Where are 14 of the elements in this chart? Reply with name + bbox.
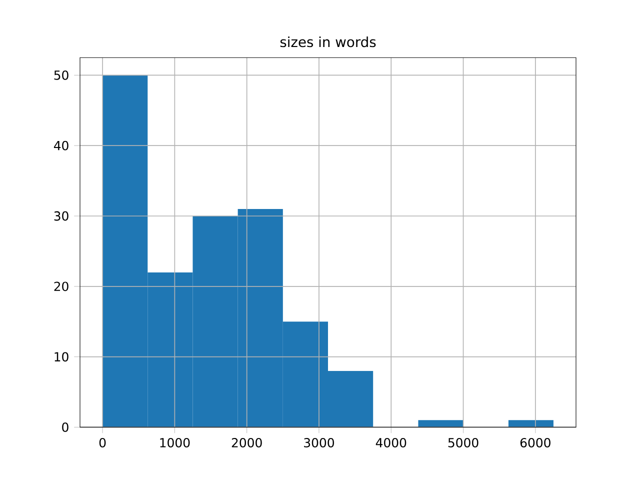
x-tick-label: 5000: [448, 438, 478, 448]
chart-title: sizes in words: [280, 36, 376, 48]
y-tick-label: 40: [54, 140, 68, 150]
x-tick-label: 2000: [232, 438, 262, 448]
y-tick-label: 30: [54, 211, 68, 221]
x-tick-label: 0: [99, 438, 106, 448]
y-tick-label: 10: [54, 352, 68, 362]
x-tick-label: 1000: [160, 438, 190, 448]
x-tick-label: 6000: [520, 438, 550, 448]
y-tick-label: 0: [62, 422, 68, 432]
y-tick-label: 20: [54, 282, 68, 292]
x-tick-label: 4000: [376, 438, 406, 448]
y-tick-label: 50: [54, 70, 68, 80]
x-tick-label: 3000: [304, 438, 334, 448]
